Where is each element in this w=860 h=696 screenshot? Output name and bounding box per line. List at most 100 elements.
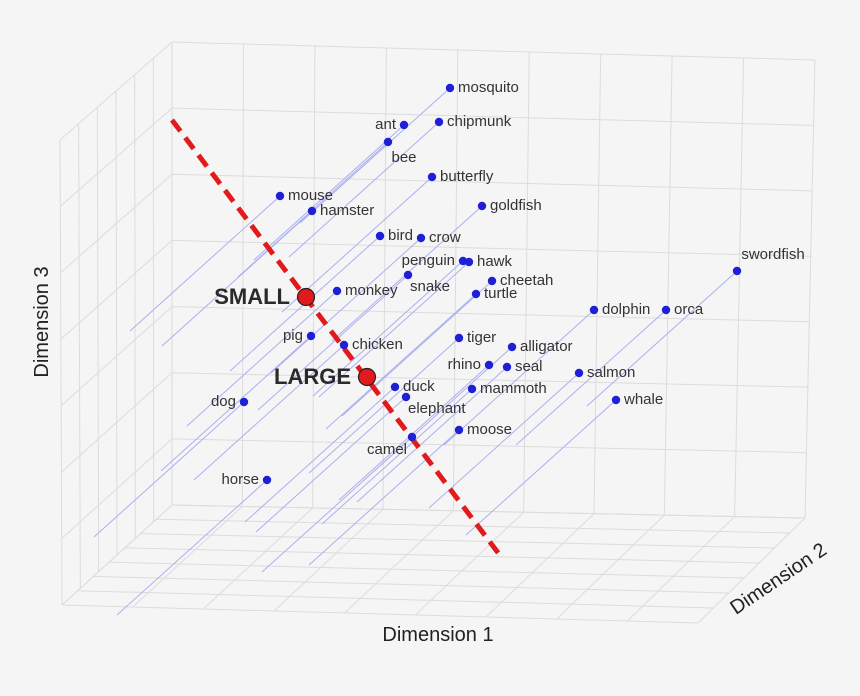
data-point-whale	[612, 396, 620, 404]
anchor-label-small: SMALL	[214, 284, 290, 309]
data-label-duck: duck	[403, 378, 435, 395]
data-label-orca: orca	[674, 301, 704, 318]
data-label-moose: moose	[467, 421, 512, 438]
data-label-camel: camel	[367, 441, 407, 458]
data-label-elephant: elephant	[408, 400, 466, 417]
grid-line	[93, 576, 728, 593]
data-label-hamster: hamster	[320, 202, 374, 219]
grid-line	[156, 519, 789, 533]
data-label-butterfly: butterfly	[440, 168, 494, 185]
data-label-chicken: chicken	[352, 336, 403, 353]
data-point-orca	[662, 306, 670, 314]
data-label-horse: horse	[221, 471, 259, 488]
anchor-label-large: LARGE	[274, 364, 351, 389]
data-point-bee	[384, 138, 392, 146]
data-point-bird	[376, 232, 384, 240]
data-label-seal: seal	[515, 358, 543, 375]
data-point-crow	[417, 234, 425, 242]
grid	[60, 42, 815, 623]
data-label-turtle: turtle	[484, 285, 517, 302]
data-label-dog: dog	[211, 393, 236, 410]
data-point-turtle	[472, 290, 480, 298]
grid-line	[79, 124, 81, 589]
data-point-chicken	[340, 341, 348, 349]
y-axis-title: Dimension 2	[726, 539, 830, 619]
data-point-hamster	[308, 207, 316, 215]
anchor-point-small	[298, 289, 315, 306]
data-point-ant	[400, 121, 408, 129]
data-label-dolphin: dolphin	[602, 301, 650, 318]
data-label-rhino: rhino	[448, 356, 481, 373]
data-point-moose	[455, 426, 463, 434]
grid-line	[60, 140, 62, 605]
projection-line	[130, 196, 280, 331]
data-point-cheetah	[488, 277, 496, 285]
data-point-goldfish	[478, 202, 486, 210]
projection-lines	[94, 88, 737, 615]
data-point-mosquito	[446, 84, 454, 92]
grid-line	[116, 91, 117, 555]
data-label-penguin: penguin	[402, 252, 455, 269]
data-label-ant: ant	[375, 116, 397, 133]
data-label-goldfish: goldfish	[490, 197, 542, 214]
data-point-tiger	[455, 334, 463, 342]
grid-line	[664, 56, 672, 515]
data-label-chipmunk: chipmunk	[447, 113, 512, 130]
grid-line	[78, 591, 714, 608]
data-label-bird: bird	[388, 227, 413, 244]
grid-line	[274, 509, 383, 611]
grid-line	[172, 439, 806, 453]
x-axis-title: Dimension 1	[382, 624, 493, 646]
projection-line	[587, 271, 737, 406]
data-point-dolphin	[590, 306, 598, 314]
data-point-mammoth	[468, 385, 476, 393]
data-point-alligator	[508, 343, 516, 351]
grid-line	[242, 44, 243, 506]
data-label-monkey: monkey	[345, 282, 398, 299]
data-point-horse	[263, 476, 271, 484]
grid-line	[109, 562, 744, 578]
data-point-rhino	[485, 361, 493, 369]
z-axis-title: Dimension 3	[31, 266, 53, 377]
data-point-pig	[307, 332, 315, 340]
data-point-seal	[503, 363, 511, 371]
data-label-bee: bee	[391, 149, 416, 166]
data-label-snake: snake	[410, 278, 450, 295]
grid-line	[172, 505, 805, 518]
data-point-swordfish	[733, 267, 741, 275]
data-point-dog	[240, 398, 248, 406]
grid-line	[97, 107, 98, 571]
data-point-butterfly	[428, 173, 436, 181]
grid-line	[557, 515, 665, 619]
grid-line	[172, 42, 815, 60]
data-label-mosquito: mosquito	[458, 79, 519, 96]
data-point-salmon	[575, 369, 583, 377]
data-label-salmon: salmon	[587, 364, 635, 381]
grid-line	[627, 517, 734, 621]
grid-line	[62, 605, 698, 623]
grid-line	[594, 54, 601, 514]
data-label-whale: whale	[623, 391, 663, 408]
grid-line	[486, 514, 594, 617]
grid-line	[805, 60, 815, 518]
grid-line	[141, 534, 775, 548]
data-label-hawk: hawk	[477, 253, 513, 270]
data-point-hawk	[465, 258, 473, 266]
anchor-point-large	[359, 369, 376, 386]
data-label-swordfish: swordfish	[741, 246, 804, 263]
grid-line	[735, 58, 744, 517]
data-point-chipmunk	[435, 118, 443, 126]
projection-line	[162, 211, 312, 346]
data-label-tiger: tiger	[467, 329, 496, 346]
grid-line	[415, 512, 523, 615]
data-point-monkey	[333, 287, 341, 295]
data-point-duck	[391, 383, 399, 391]
projection-line	[117, 480, 267, 615]
data-label-crow: crow	[429, 229, 461, 246]
grid-line	[313, 46, 315, 508]
grid-line	[345, 511, 454, 613]
grid-line	[125, 548, 759, 563]
